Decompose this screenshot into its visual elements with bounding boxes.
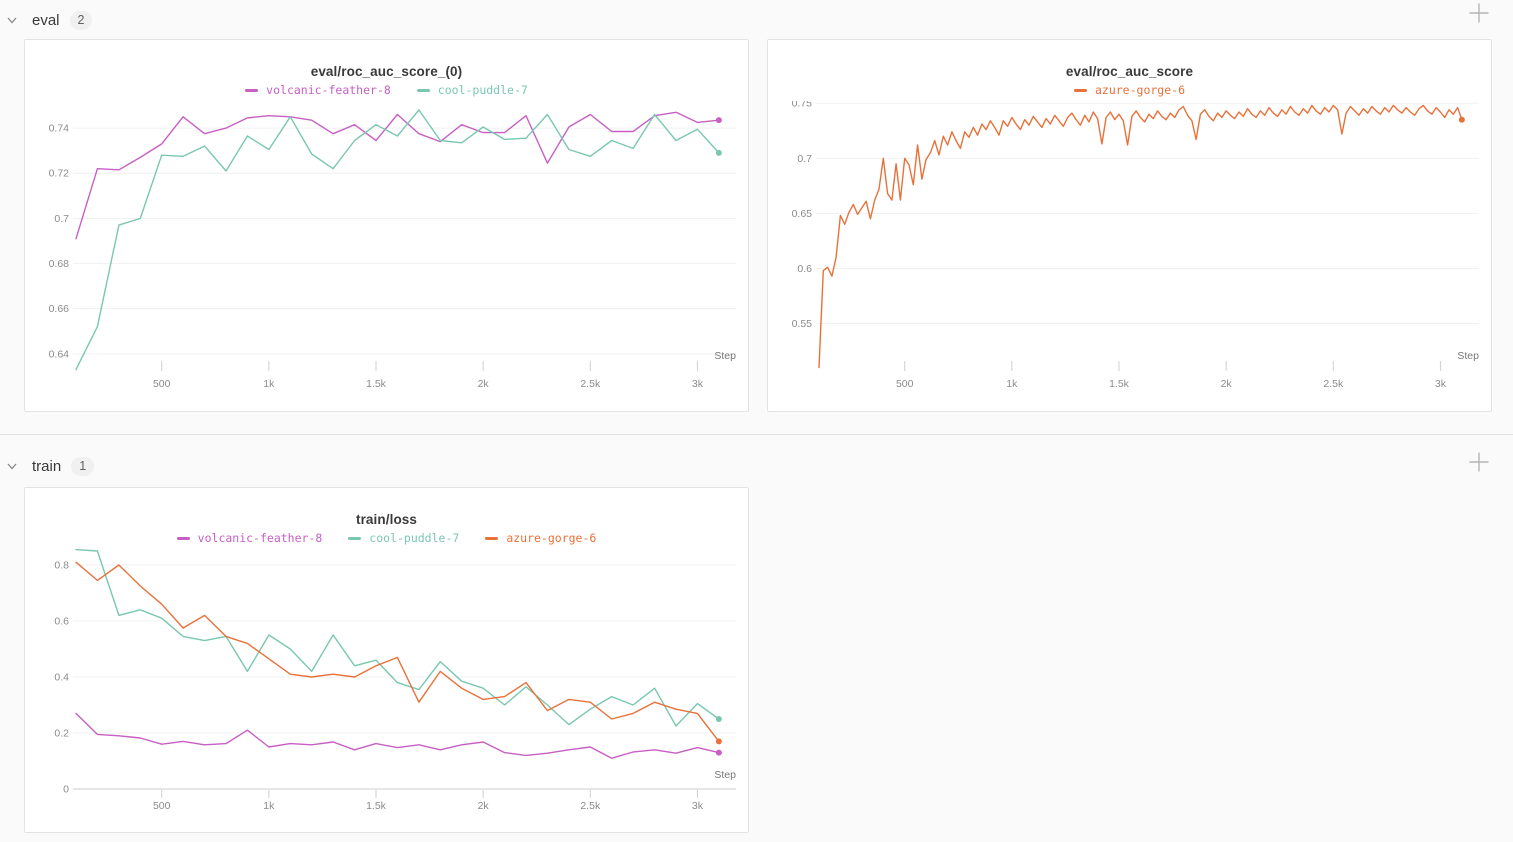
x-tick-label: 3k xyxy=(692,800,704,812)
eval-panels-row: eval/roc_auc_score_(0) volcanic-feather-… xyxy=(24,39,1513,412)
series-end-dot xyxy=(715,149,722,156)
legend-dash-icon xyxy=(1073,88,1087,92)
series-end-dot xyxy=(715,749,722,756)
x-tick-label: 2.5k xyxy=(1323,378,1344,390)
x-axis-label: Step xyxy=(714,769,736,781)
legend-run-name: azure-gorge-6 xyxy=(1094,83,1185,97)
chart-panel-roc-auc-score[interactable]: eval/roc_auc_score azure-gorge-6 0.55 0.6… xyxy=(767,39,1492,412)
chevron-down-icon[interactable] xyxy=(6,460,18,472)
series-line xyxy=(75,111,720,240)
legend-run-name: cool-puddle-7 xyxy=(437,83,528,97)
legend-dash-icon xyxy=(416,88,430,92)
y-tick-label: 0.74 xyxy=(49,123,70,135)
chart-canvas[interactable]: 0.64 0.66 0.68 0.7 0.72 0.74 500 1k 1.5k 2k 2.5k 3k… xyxy=(25,101,748,406)
series-line xyxy=(75,548,720,727)
section-header-train: train 1 xyxy=(0,435,1513,479)
line-chart: 0 0.2 0.4 0.6 0.8 500 1k 1.5k 2k 2.5k 3k Step xyxy=(25,548,748,834)
x-tick-label: 3k xyxy=(1435,378,1447,390)
chart-canvas[interactable]: 0.55 0.6 0.65 0.7 0.75 500 1k 1.5k 2k 2.5k 3k Step xyxy=(768,98,1490,406)
x-tick-label: 2k xyxy=(478,378,490,390)
y-tick-label: 0.7 xyxy=(54,213,69,225)
series-end-dot xyxy=(715,738,722,745)
series-end-dot xyxy=(1458,116,1465,123)
chart-title: train/loss xyxy=(355,512,418,527)
line-chart: 0.55 0.6 0.65 0.7 0.75 500 1k 1.5k 2k 2.5k 3k Step xyxy=(768,98,1491,411)
x-tick-label: 1k xyxy=(263,800,275,812)
legend-dash-icon xyxy=(348,536,362,540)
x-tick-label: 2.5k xyxy=(580,800,601,812)
legend-item[interactable]: volcanic-feather-8 xyxy=(245,83,391,97)
legend-run-name: volcanic-feather-8 xyxy=(197,531,323,545)
chart-legend: volcanic-feather-8 cool-puddle-7 azure-gor… xyxy=(25,531,748,545)
section-title-eval: eval xyxy=(32,11,60,29)
panel-count-badge: 1 xyxy=(71,456,95,476)
series-line xyxy=(75,561,720,743)
x-tick-label: 2k xyxy=(1221,378,1233,390)
series-end-dot xyxy=(715,715,722,722)
legend-item[interactable]: azure-gorge-6 xyxy=(485,531,596,545)
chart-canvas[interactable]: 0 0.2 0.4 0.6 0.8 500 1k 1.5k 2k 2.5k 3k Step xyxy=(25,548,748,829)
y-tick-label: 0.55 xyxy=(792,318,813,330)
y-tick-label: 0.7 xyxy=(797,153,812,165)
x-axis-label: Step xyxy=(714,350,736,362)
legend-dash-icon xyxy=(176,536,190,540)
y-tick-label: 0.6 xyxy=(797,263,812,275)
chart-title: eval/roc_auc_score_(0) xyxy=(310,64,463,79)
x-tick-label: 2.5k xyxy=(580,378,601,390)
y-tick-label: 0.6 xyxy=(54,615,69,627)
y-tick-label: 0.4 xyxy=(54,671,69,683)
y-tick-label: 0.75 xyxy=(792,101,813,110)
legend-run-name: volcanic-feather-8 xyxy=(266,83,391,97)
legend-dash-icon xyxy=(245,88,259,92)
panel-count-badge: 2 xyxy=(69,10,93,30)
y-tick-label: 0.8 xyxy=(54,559,69,571)
y-tick-label: 0.2 xyxy=(54,727,69,739)
x-tick-label: 500 xyxy=(153,800,171,812)
series-line xyxy=(75,712,720,759)
x-tick-label: 500 xyxy=(896,378,914,390)
x-tick-label: 1k xyxy=(1006,378,1018,390)
x-tick-label: 1.5k xyxy=(1109,378,1130,390)
y-tick-label: 0.66 xyxy=(49,303,70,315)
y-tick-label: 0.68 xyxy=(49,258,70,270)
legend-item[interactable]: volcanic-feather-8 xyxy=(176,531,323,545)
line-chart: 0.64 0.66 0.68 0.7 0.72 0.74 500 1k 1.5k 2k 2.5k 3k… xyxy=(25,101,748,411)
series-end-dot xyxy=(715,117,722,124)
legend-item[interactable]: cool-puddle-7 xyxy=(416,83,528,97)
x-tick-label: 1k xyxy=(263,378,275,390)
chart-panel-train-loss[interactable]: train/loss volcanic-feather-8 cool-puddle… xyxy=(24,487,749,833)
legend-item[interactable]: cool-puddle-7 xyxy=(348,531,459,545)
section-title-train: train xyxy=(32,457,62,475)
legend-item[interactable]: azure-gorge-6 xyxy=(1073,83,1185,97)
add-panel-icon[interactable] xyxy=(1466,0,1492,26)
chart-legend: azure-gorge-6 xyxy=(768,83,1491,97)
y-tick-label: 0.65 xyxy=(792,208,813,220)
legend-run-name: cool-puddle-7 xyxy=(369,531,460,545)
legend-run-name: azure-gorge-6 xyxy=(506,531,597,545)
y-tick-label: 0.72 xyxy=(49,168,70,180)
x-tick-label: 1.5k xyxy=(366,800,387,812)
y-tick-label: 0.64 xyxy=(49,348,70,360)
x-axis-label: Step xyxy=(1457,350,1479,362)
section-header-eval: eval 2 xyxy=(0,0,1513,33)
chevron-down-icon[interactable] xyxy=(6,14,18,26)
x-tick-label: 3k xyxy=(692,378,704,390)
chart-title: eval/roc_auc_score xyxy=(1065,64,1194,79)
series-line xyxy=(75,109,720,371)
add-panel-icon[interactable] xyxy=(1466,449,1492,475)
x-tick-label: 500 xyxy=(153,378,171,390)
chart-panel-roc-auc-score-0[interactable]: eval/roc_auc_score_(0) volcanic-feather-… xyxy=(24,39,749,412)
x-tick-label: 1.5k xyxy=(366,378,387,390)
legend-dash-icon xyxy=(485,536,499,540)
section-divider xyxy=(0,434,1513,435)
y-tick-label: 0 xyxy=(63,784,69,796)
series-line xyxy=(818,104,1463,369)
x-tick-label: 2k xyxy=(478,800,490,812)
chart-legend: volcanic-feather-8 cool-puddle-7 xyxy=(25,83,748,97)
